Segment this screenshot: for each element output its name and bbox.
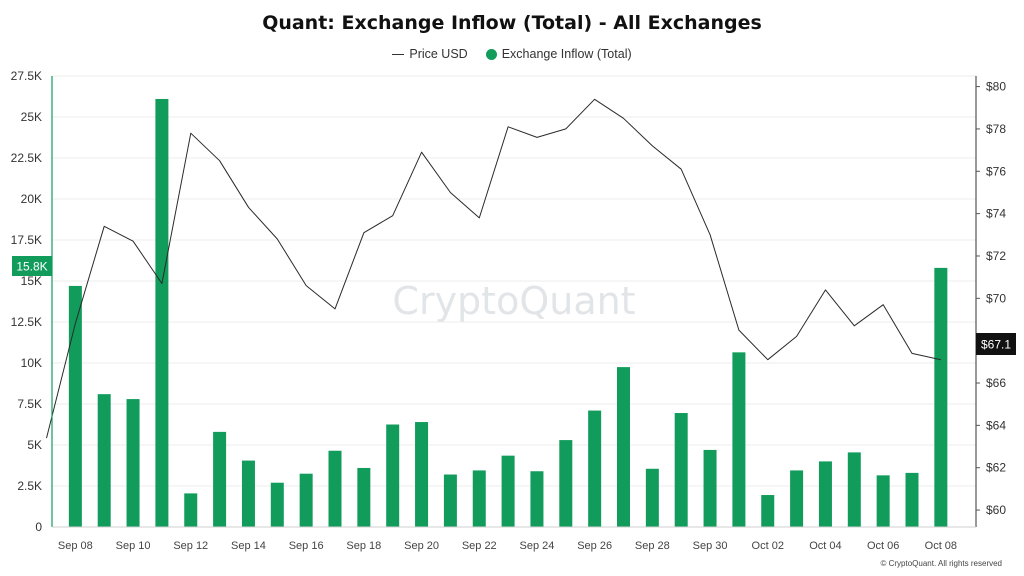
y-left-tick-label: 22.5K (11, 151, 42, 165)
x-tick-label: Sep 10 (116, 540, 151, 552)
last-price-tag-bg (976, 333, 1016, 355)
inflow-bar (732, 352, 746, 527)
x-tick-label: Sep 22 (462, 540, 497, 552)
inflow-bar (68, 285, 82, 527)
y-left-tick-label: 2.5K (17, 479, 42, 493)
y-right-tick-label: $62 (986, 461, 1006, 475)
x-tick-label: Sep 20 (404, 540, 439, 552)
inflow-bar (97, 394, 111, 527)
x-tick-label: Sep 08 (58, 540, 93, 552)
legend-item-inflow[interactable]: Exchange Inflow (Total) (485, 47, 632, 61)
x-tick-label: Sep 18 (346, 540, 381, 552)
x-tick-label: Sep 12 (173, 540, 208, 552)
y-right-tick-label: $74 (986, 207, 1006, 221)
chart-title: Quant: Exchange Inflow (Total) - All Exc… (262, 12, 762, 34)
y-left-tick-label: 15K (21, 274, 42, 288)
legend: Price USD Exchange Inflow (Total) (0, 47, 1024, 61)
inflow-bar (299, 473, 313, 527)
legend-line-icon (392, 53, 405, 55)
y-right-tick-label: $64 (986, 418, 1006, 432)
copyright: © CryptoQuant. All rights reserved (880, 559, 1003, 568)
inflow-bar (270, 482, 284, 527)
y-right-tick-label: $70 (986, 291, 1006, 305)
inflow-bar (703, 449, 717, 527)
price-line (46, 98, 942, 439)
inflow-bar (530, 471, 544, 527)
x-tick-label: Oct 08 (925, 540, 957, 552)
watermark: CryptoQuant (392, 279, 635, 323)
y-right-tick-label: $78 (986, 122, 1006, 136)
legend-item-price[interactable]: Price USD (392, 47, 468, 61)
x-tick-label: Sep 16 (289, 540, 324, 552)
inflow-bar (905, 472, 919, 527)
x-tick-label: Oct 06 (867, 540, 899, 552)
y-left-tick-label: 5K (27, 438, 42, 452)
y-right-tick-label: $80 (986, 80, 1006, 94)
inflow-bar (617, 367, 630, 527)
inflow-bar (559, 440, 573, 527)
y-left-tick-label: 7.5K (17, 397, 42, 411)
last-price-tag: $67.1 (976, 333, 1016, 355)
inflow-bar (790, 470, 804, 527)
y-left-tick-labels: 0 2.5K 5K 7.5K 10K 12.5K 15K 17.5K 20K 22.5K 25K 27… (11, 69, 43, 534)
y-right-tick-label: $60 (986, 503, 1006, 517)
inflow-bar (155, 98, 169, 528)
inflow-bar (645, 468, 659, 527)
inflow-bar (501, 455, 515, 527)
inflow-bar (588, 410, 602, 527)
inflow-bar (241, 460, 255, 527)
y-left-tick-label: 17.5K (11, 233, 42, 247)
y-left-tick-label: 20K (21, 192, 42, 206)
y-right-tick-label: $72 (986, 249, 1006, 263)
x-tick-label: Oct 04 (809, 540, 841, 552)
price-line-layer (46, 98, 942, 439)
last-inflow-tag-label: 15.8K (16, 260, 47, 274)
inflow-bar (328, 450, 342, 527)
inflow-bar (674, 413, 688, 527)
x-tick-label: Sep 30 (693, 540, 728, 552)
y-right-tick-label: $66 (986, 376, 1006, 390)
y-left-tick-label: 12.5K (11, 315, 42, 329)
x-tick-label: Sep 28 (635, 540, 670, 552)
inflow-bar (386, 424, 400, 527)
last-price-tag-label: $67.1 (981, 338, 1011, 352)
y-left-tick-label: 27.5K (11, 69, 42, 83)
inflow-bar (818, 461, 832, 527)
y-right-tick-label: $76 (986, 164, 1006, 178)
inflow-bars (68, 98, 948, 528)
inflow-bar (126, 399, 140, 527)
x-tick-label: Sep 14 (231, 540, 266, 552)
grid-lines (52, 75, 976, 487)
x-tick-labels: Sep 08 Sep 10 Sep 12 Sep 14 Sep 16 Sep 18 Sep … (58, 540, 957, 552)
y-right-tick-labels: $60$62$64$66$68$70$72$74$76$78$80 (976, 80, 1006, 517)
inflow-bar (443, 474, 457, 527)
x-tick-label: Oct 02 (752, 540, 784, 552)
inflow-bar (472, 470, 486, 527)
axes (51, 76, 977, 528)
legend-price-label: Price USD (409, 47, 468, 61)
inflow-bar (184, 493, 198, 527)
inflow-bar (876, 475, 890, 527)
last-inflow-tag-bg (12, 256, 52, 276)
inflow-bar (934, 267, 948, 527)
last-inflow-tag: 15.8K (12, 256, 52, 276)
y-left-tick-label: 0 (35, 520, 42, 534)
legend-inflow-label: Exchange Inflow (Total) (501, 47, 632, 61)
inflow-bar (357, 467, 371, 527)
x-tick-label: Sep 26 (577, 540, 612, 552)
inflow-bar (847, 452, 861, 527)
inflow-bar (761, 495, 775, 527)
y-left-tick-label: 10K (21, 356, 42, 370)
inflow-bar (213, 431, 227, 527)
legend-dot-icon (485, 48, 497, 60)
inflow-bar (415, 422, 429, 527)
x-tick-label: Sep 24 (520, 540, 555, 552)
y-left-tick-label: 25K (21, 110, 42, 124)
